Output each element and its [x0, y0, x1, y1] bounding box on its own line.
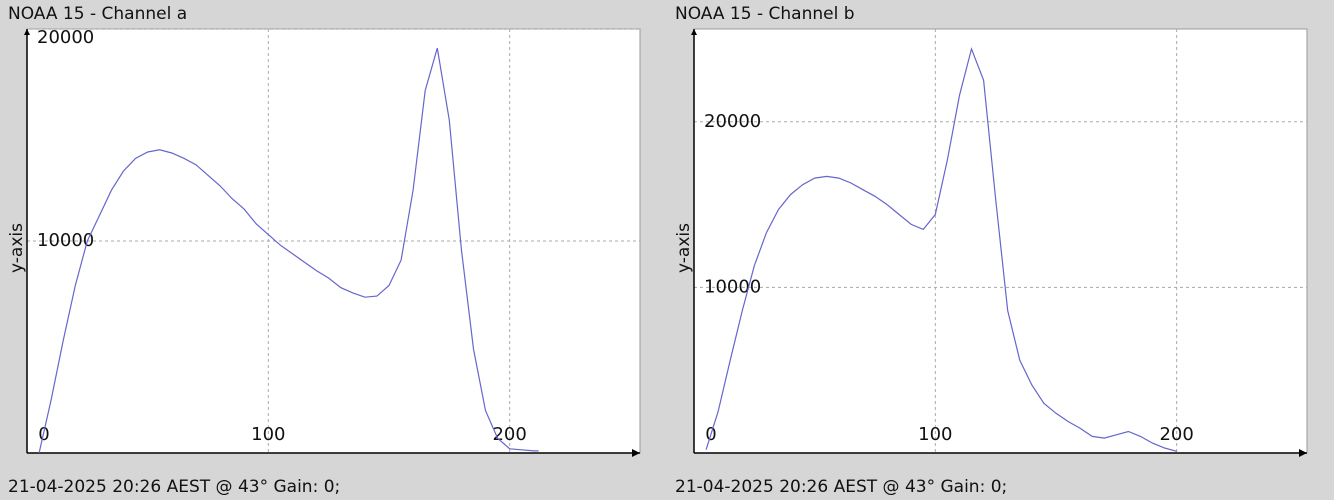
y-axis-label: y-axis	[674, 223, 694, 273]
x-tick-label: 200	[492, 424, 526, 445]
chart-title: NOAA 15 - Channel a	[8, 4, 187, 24]
y-axis-arrow	[24, 29, 30, 35]
data-line	[705, 46, 1177, 452]
y-tick-label: 10000	[704, 276, 761, 297]
data-line	[38, 47, 539, 454]
x-axis-arrow	[1299, 449, 1307, 457]
footer: 21-04-2025 20:26 AEST @ 43° Gain: 0;	[675, 477, 1007, 497]
y-tick-label: 20000	[704, 111, 761, 132]
x-tick-label: 200	[1159, 424, 1193, 445]
x-axis-arrow	[632, 449, 640, 457]
x-tick-label: 100	[251, 424, 285, 445]
y-tick-label: 20000	[37, 27, 94, 48]
x-tick-label: 100	[918, 424, 952, 445]
x-tick-label: 0	[38, 424, 49, 445]
y-axis-arrow	[691, 29, 697, 35]
footer: 21-04-2025 20:26 AEST @ 43° Gain: 0;	[8, 477, 340, 497]
y-axis-label: y-axis	[7, 223, 27, 273]
y-tick-label: 10000	[37, 230, 94, 251]
chart-title: NOAA 15 - Channel b	[675, 4, 855, 24]
